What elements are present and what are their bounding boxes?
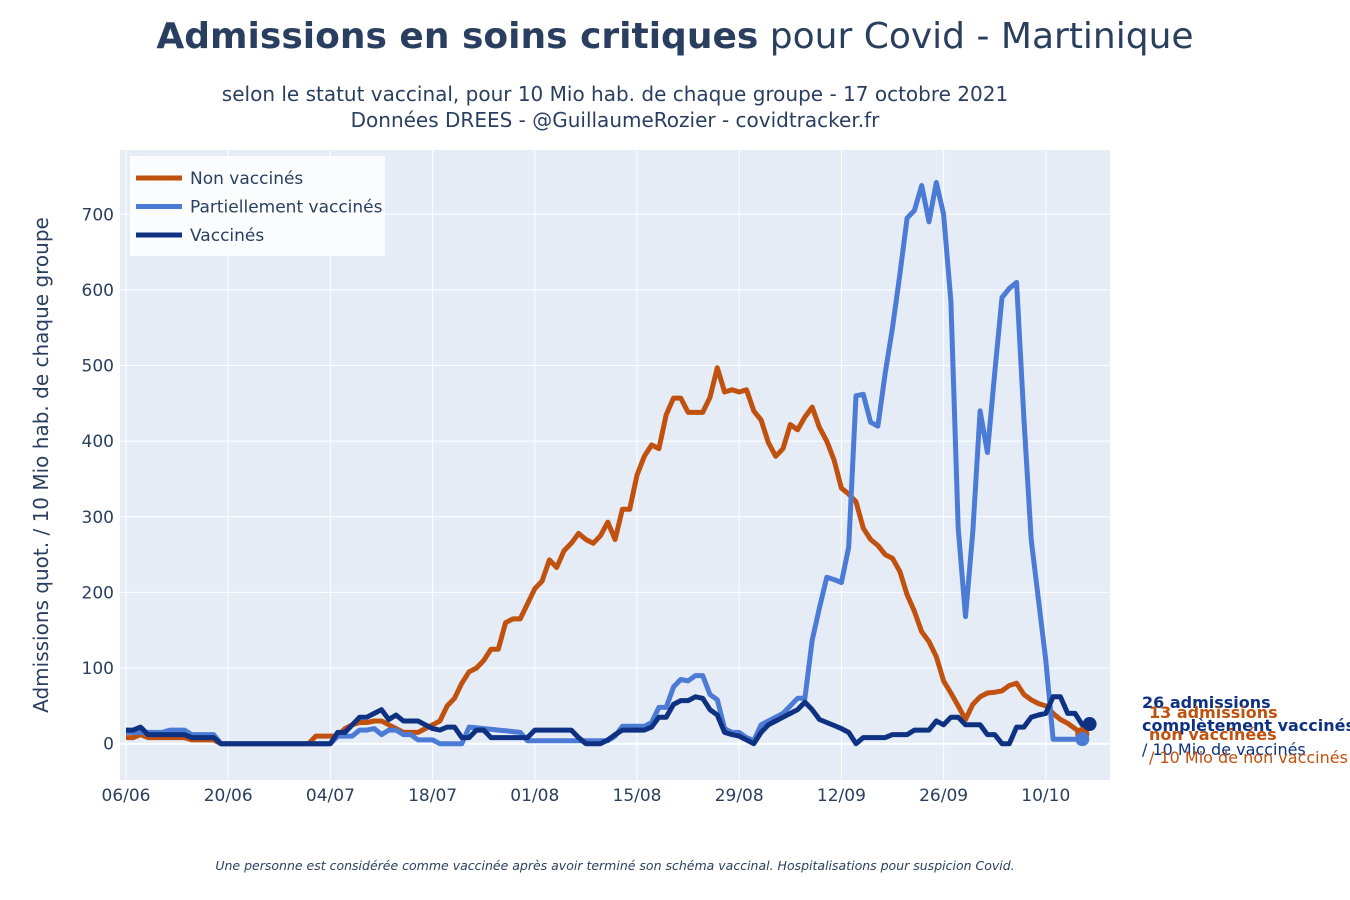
annotation-vacc-unit: / 10 Mio de vaccinés <box>1142 740 1306 759</box>
legend-label: Partiellement vaccinés <box>190 198 383 218</box>
x-tick-label: 29/08 <box>715 786 764 806</box>
x-tick-label: 26/09 <box>919 786 968 806</box>
end-annotations: 26 admissions complètement vaccinés / 10… <box>1142 693 1350 767</box>
x-tick-label: 15/08 <box>613 786 662 806</box>
series-line-3 <box>126 694 1090 747</box>
annotation-nonvacc-unit: / 10 Mio de non vaccinés <box>1149 748 1348 767</box>
footnote: Une personne est considérée comme vaccin… <box>215 858 1015 873</box>
y-tick-label: 200 <box>82 583 114 603</box>
series-lines <box>126 180 1097 747</box>
chart-subtitle: selon le statut vaccinal, pour 10 Mio ha… <box>221 82 1009 106</box>
y-tick-label: 700 <box>82 205 114 225</box>
legend-label: Vaccinés <box>190 226 264 246</box>
x-tick-label: 18/07 <box>408 786 457 806</box>
legend-label: Non vaccinés <box>190 169 303 189</box>
x-axis: 06/06 20/06 04/07 18/07 01/08 15/08 29/08 12/09… <box>102 786 1071 806</box>
x-tick-label: 12/09 <box>817 786 866 806</box>
y-axis-title: Admissions quot. / 10 Mio hab. de chaque… <box>29 217 53 713</box>
annotation-nonvacc-label: non vaccinées <box>1149 725 1277 744</box>
x-tick-label: 04/07 <box>306 786 355 806</box>
y-tick-label: 600 <box>82 281 114 301</box>
chart-title: Admissions en soins critiques pour Covid… <box>156 16 1194 57</box>
annotation-vacc-label: complètement vaccinés <box>1142 716 1350 735</box>
y-tick-label: 300 <box>82 508 114 528</box>
x-tick-label: 20/06 <box>204 786 253 806</box>
y-tick-label: 400 <box>82 432 114 452</box>
chart-source: Données DREES - @GuillaumeRozier - covid… <box>350 108 880 132</box>
legend: Non vaccinés Partiellement vaccinés Vaccin… <box>130 156 385 256</box>
y-tick-label: 500 <box>82 357 114 377</box>
annotation-nonvacc-count: 13 admissions <box>1149 703 1278 722</box>
annotation-vacc-count: 26 admissions <box>1142 693 1271 712</box>
y-axis: 0 100 200 300 400 500 600 700 <box>82 205 114 754</box>
series-end-marker-2 <box>1075 732 1090 747</box>
y-tick-label: 100 <box>82 659 114 679</box>
x-tick-label: 06/06 <box>102 786 151 806</box>
x-tick-label: 10/10 <box>1021 786 1070 806</box>
y-tick-label: 0 <box>103 735 114 755</box>
x-tick-label: 01/08 <box>510 786 559 806</box>
series-end-marker-3 <box>1082 717 1097 732</box>
